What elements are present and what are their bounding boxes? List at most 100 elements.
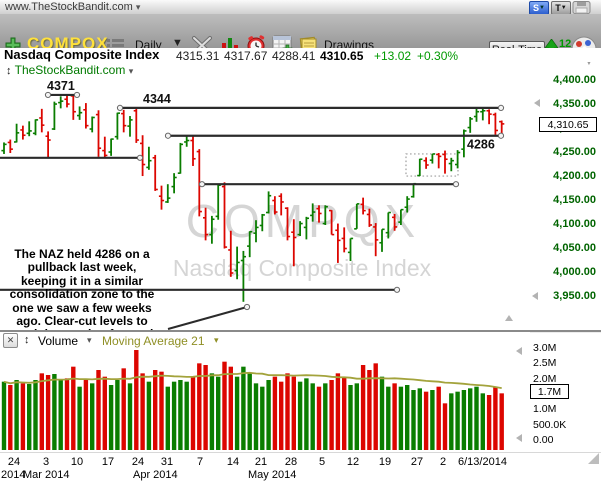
volume-chevron-icon[interactable]: ▾ xyxy=(87,335,92,345)
volume-bar xyxy=(178,380,183,450)
timeframe-chevron-icon[interactable]: ▼ xyxy=(172,37,183,49)
pane-header-chevron-icon[interactable]: ▾ xyxy=(128,66,134,76)
volume-bar xyxy=(228,366,233,450)
volume-bar xyxy=(90,383,95,450)
volume-bar xyxy=(159,371,164,450)
quote-close: 4310.65 xyxy=(320,49,364,63)
volume-bar xyxy=(348,385,353,450)
corner-grip-icon[interactable] xyxy=(588,453,599,464)
date-tick-label: 12 xyxy=(346,456,360,468)
date-axis[interactable]: 24 3 10 17 24 31 7 14 21 28 5 12 19 27 2 2014 Mar 2014 Ap… xyxy=(0,452,601,482)
price-bar xyxy=(32,119,39,136)
volume-bar xyxy=(411,390,416,450)
volume-bar xyxy=(96,370,101,450)
volume-bar xyxy=(386,386,391,450)
axis-marker-icon xyxy=(532,292,538,300)
volume-bar xyxy=(367,370,372,450)
divider-grip-icon[interactable] xyxy=(505,315,513,321)
volume-pane xyxy=(0,332,530,452)
consolidation-box[interactable] xyxy=(405,153,459,177)
quote-change-pct: +0.30% xyxy=(417,49,459,63)
axis-marker-icon xyxy=(534,99,540,107)
site-title[interactable]: www.TheStockBandit.com ▾ xyxy=(5,1,140,13)
trendline-handle[interactable] xyxy=(497,104,505,111)
price-bar xyxy=(467,117,473,133)
volume-bar xyxy=(134,350,139,450)
trendline-handle[interactable] xyxy=(393,286,401,293)
price-bar xyxy=(392,213,398,231)
volume-bar xyxy=(127,383,133,450)
price-bar xyxy=(89,116,95,133)
trendline-handle[interactable] xyxy=(116,104,124,111)
price-bar xyxy=(184,135,190,147)
price-bar xyxy=(436,153,442,169)
price-axis-label: 4,050.00 xyxy=(553,242,596,254)
quote-low: 4288.41 xyxy=(272,49,316,63)
volume-resize-icon[interactable]: ↕ xyxy=(24,334,30,346)
volume-bar xyxy=(253,383,259,450)
tools-menu-button[interactable]: T ▼ xyxy=(551,1,571,15)
quote-open: 4315.31 xyxy=(176,49,220,63)
watermark-name: Nasdaq Composite Index xyxy=(173,255,432,281)
trendline-handle[interactable] xyxy=(497,132,505,139)
trendline-handle[interactable] xyxy=(44,91,52,99)
collapse-chevron-icon[interactable]: ▼ xyxy=(584,57,594,68)
volume-bar xyxy=(373,363,378,450)
price-bar xyxy=(247,230,253,258)
volume-axis-label: 2.5M xyxy=(533,357,557,370)
price-bar xyxy=(1,142,7,154)
chevron-down-icon: ▾ xyxy=(135,2,141,12)
volume-bar xyxy=(423,391,429,450)
date-tick-label: 24 xyxy=(7,456,21,468)
ma-chevron-icon[interactable]: ▾ xyxy=(214,335,219,345)
price-bar xyxy=(26,121,32,137)
volume-bar xyxy=(8,385,13,450)
pane-resize-icon[interactable]: ↕ xyxy=(6,65,12,77)
volume-bar xyxy=(33,380,38,450)
trendline-handle[interactable] xyxy=(164,132,172,139)
trendline-handle[interactable] xyxy=(73,91,81,99)
price-bar xyxy=(322,205,328,225)
quote-high: 4317.67 xyxy=(224,49,268,63)
volume-indicator-label[interactable]: Volume xyxy=(38,334,79,348)
symbol-menu-button[interactable]: S ▼ xyxy=(529,1,549,15)
volume-bar xyxy=(39,373,44,450)
advancers-count: 12 xyxy=(559,38,572,50)
volume-ma-line xyxy=(3,371,502,389)
volume-bar xyxy=(486,395,492,450)
save-icon[interactable] xyxy=(572,1,591,14)
volume-bar xyxy=(436,386,441,450)
price-bar xyxy=(64,94,70,108)
price-bar xyxy=(133,107,139,143)
volume-bar xyxy=(247,373,252,450)
toolbar: COMPQX Daily ▼ xyxy=(0,14,601,68)
trendline-handle[interactable] xyxy=(198,181,206,188)
date-tick-label: 28 xyxy=(284,456,298,468)
price-bar xyxy=(146,146,152,170)
price-bar xyxy=(108,138,114,156)
date-tick-label: 27 xyxy=(410,456,424,468)
trendline-handle[interactable] xyxy=(136,154,144,161)
volume-bar xyxy=(146,381,152,450)
instrument-name: Nasdaq Composite Index xyxy=(4,47,160,62)
annotation-arrow-line[interactable] xyxy=(167,306,248,330)
price-bar xyxy=(373,223,379,257)
axis-marker-icon xyxy=(516,347,522,355)
t-button-label: T xyxy=(555,2,561,13)
volume-bar xyxy=(335,373,341,450)
price-bar xyxy=(165,184,171,203)
volume-bar xyxy=(184,381,189,450)
volume-bar xyxy=(442,403,448,450)
close-volume-button[interactable]: ✕ xyxy=(3,333,18,348)
ma-indicator-label[interactable]: Moving Average 21 xyxy=(102,334,205,348)
price-axis-label: 4,200.00 xyxy=(553,170,596,182)
price-pane-header[interactable]: ↕ TheStockBandit.com ▾ xyxy=(6,63,133,77)
volume-bar xyxy=(171,381,177,450)
volume-bar xyxy=(266,380,271,450)
trendline-handle[interactable] xyxy=(243,303,251,311)
price-bar xyxy=(335,223,341,263)
site-title-label: www.TheStockBandit.com xyxy=(5,1,133,13)
volume-bar xyxy=(480,393,485,450)
trendline-handle[interactable] xyxy=(452,181,460,188)
price-bar xyxy=(423,157,429,169)
